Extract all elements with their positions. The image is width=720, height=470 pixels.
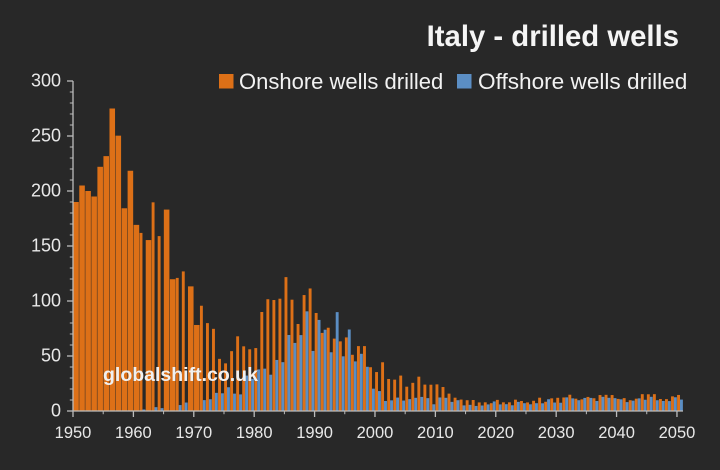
svg-text:2050: 2050	[659, 424, 696, 442]
svg-text:1960: 1960	[115, 424, 152, 442]
svg-text:1990: 1990	[296, 424, 333, 442]
svg-text:Italy - drilled wells: Italy - drilled wells	[427, 20, 679, 53]
svg-text:1950: 1950	[55, 424, 92, 442]
svg-text:1980: 1980	[236, 424, 273, 442]
svg-text:300: 300	[31, 71, 61, 91]
svg-text:50: 50	[41, 346, 61, 366]
svg-text:2020: 2020	[477, 424, 514, 442]
svg-text:globalshift.co.uk: globalshift.co.uk	[103, 364, 258, 386]
svg-text:0: 0	[51, 401, 61, 421]
svg-text:250: 250	[31, 126, 61, 146]
svg-text:100: 100	[31, 291, 61, 311]
svg-text:Onshore wells drilled: Onshore wells drilled	[239, 69, 443, 94]
svg-text:Offshore wells drilled: Offshore wells drilled	[478, 69, 687, 94]
svg-text:2040: 2040	[598, 424, 635, 442]
svg-text:2010: 2010	[417, 424, 454, 442]
svg-text:2000: 2000	[357, 424, 394, 442]
svg-text:1970: 1970	[175, 424, 212, 442]
svg-text:150: 150	[31, 236, 61, 256]
svg-text:2030: 2030	[538, 424, 575, 442]
svg-text:200: 200	[31, 181, 61, 201]
